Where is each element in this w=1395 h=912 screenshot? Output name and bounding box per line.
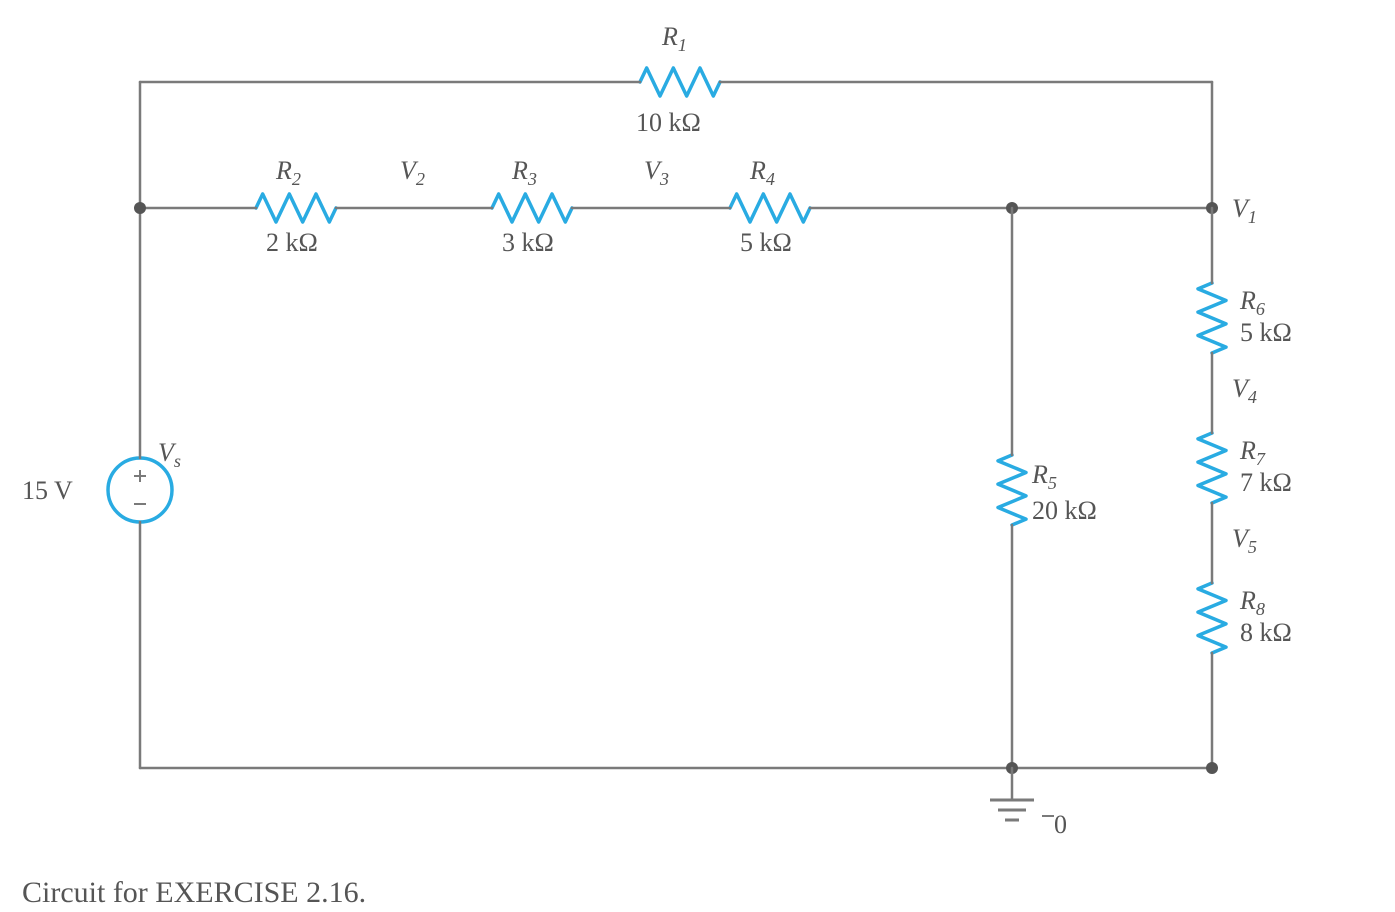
value-r2: 2 kΩ: [266, 228, 318, 258]
label-r3: R3: [512, 156, 537, 190]
label-v2: V2: [400, 156, 425, 190]
label-r8: R8: [1240, 586, 1265, 620]
label-r4: R4: [750, 156, 775, 190]
label-v3: V3: [644, 156, 669, 190]
value-r8: 8 kΩ: [1240, 618, 1292, 648]
label-v5: V5: [1232, 524, 1257, 558]
label-v1: V1: [1232, 194, 1257, 228]
label-r6: R6: [1240, 286, 1265, 320]
value-r5: 20 kΩ: [1032, 496, 1097, 526]
value-r1: 10 kΩ: [636, 108, 701, 138]
label-vs: Vs: [158, 438, 181, 472]
label-r5: R5: [1032, 460, 1057, 494]
value-r3: 3 kΩ: [502, 228, 554, 258]
value-vs: 15 V: [22, 476, 73, 506]
label-r1: R1: [662, 22, 687, 56]
label-r2: R2: [276, 156, 301, 190]
value-r4: 5 kΩ: [740, 228, 792, 258]
value-r7: 7 kΩ: [1240, 468, 1292, 498]
value-r6: 5 kΩ: [1240, 318, 1292, 348]
label-r7: R7: [1240, 436, 1265, 470]
label-gnd: 0: [1054, 810, 1067, 840]
figure-caption: Circuit for EXERCISE 2.16.: [22, 876, 366, 910]
label-v4: V4: [1232, 374, 1257, 408]
